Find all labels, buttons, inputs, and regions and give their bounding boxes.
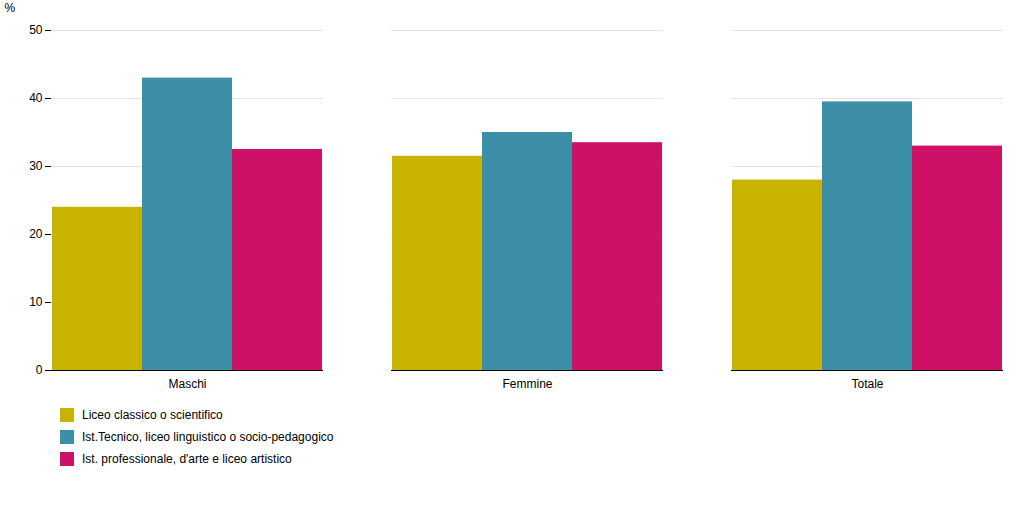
html-text:Ist. professionale, d'arte e l: Ist. professionale, d'arte e liceo artis…: [82, 452, 292, 466]
svg-text:Femmine: Femmine: [502, 377, 552, 391]
svg-text:%: %: [5, 1, 16, 15]
html-text:Liceo classico o scientifico: Liceo classico o scientifico: [82, 408, 223, 422]
svg-text:Maschi: Maschi: [168, 377, 206, 391]
svg-text:40: 40: [29, 91, 43, 105]
svg-text:0: 0: [36, 363, 43, 377]
svg-text:50: 50: [29, 23, 43, 37]
html-text:Ist.Tecnico, liceo linguistico: Ist.Tecnico, liceo linguistico o socio-p…: [82, 430, 334, 444]
svg-text:20: 20: [29, 227, 43, 241]
svg-text:30: 30: [29, 159, 43, 173]
svg-text:Totale: Totale: [851, 377, 883, 391]
svg-text:10: 10: [29, 295, 43, 309]
